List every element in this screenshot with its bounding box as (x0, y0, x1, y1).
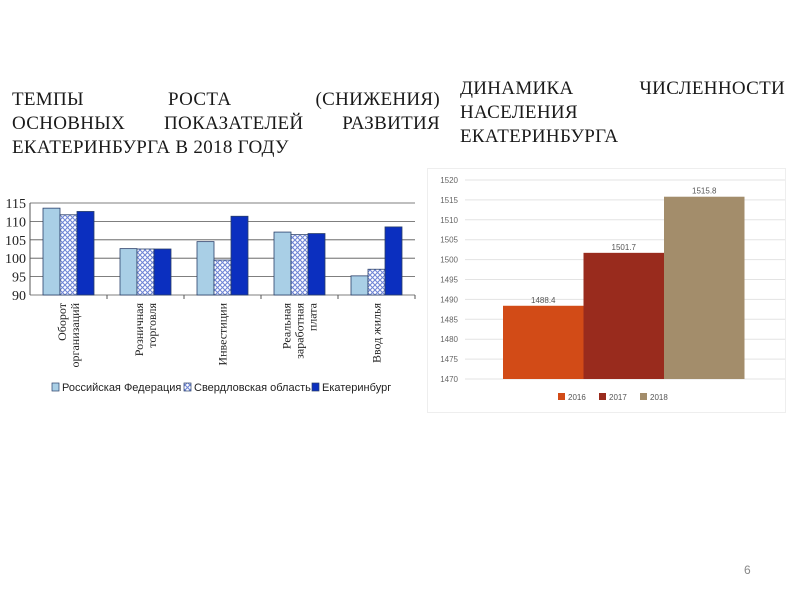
left-chart-title: ТЕМПЫ РОСТА (СНИЖЕНИЯ) ОСНОВНЫХ ПОКАЗАТЕ… (12, 88, 440, 160)
x-category-line: заработная (293, 303, 307, 359)
title-line: ЕКАТЕРИНБУРГА В 2018 ГОДУ (12, 137, 289, 158)
bar-Российская Федерация (42, 207, 61, 296)
title-line: ЕКАТЕРИНБУРГА (460, 126, 619, 147)
legend-swatch (311, 382, 320, 392)
y-tick-label: 1500 (440, 256, 458, 265)
population-chart: 1470 1475 1480 1485 1490 1495 1500 1505 1510 1515… (427, 168, 786, 413)
legend-label: 2018 (650, 393, 668, 402)
y-tick-label: 115 (6, 197, 26, 212)
y-tick-label: 1520 (440, 176, 458, 185)
bar-Екатеринбург (230, 215, 249, 296)
bar-Российская Федерация (119, 248, 138, 296)
x-category-label: Оборот организаций (55, 302, 82, 367)
title-line: ДИНАМИКА ЧИСЛЕННОСТИ (460, 78, 785, 99)
y-tick-label: 1480 (440, 335, 458, 344)
legend-swatch (558, 393, 565, 400)
y-tick-label: 1505 (440, 236, 458, 245)
bar-Екатеринбург (384, 226, 403, 296)
bar-Екатеринбург (153, 248, 172, 296)
bar-2017 (583, 252, 664, 379)
bar-Российская Федерация (350, 275, 369, 296)
y-tick-label: 1475 (440, 355, 458, 364)
y-tick-label: 90 (12, 289, 26, 304)
x-category-label: Инвестиции (216, 302, 230, 365)
bar-Российская Федерация (273, 231, 292, 296)
x-category-line: Ввод жилья (370, 303, 384, 364)
title-line: ОСНОВНЫХ ПОКАЗАТЕЛЕЙ РАЗВИТИЯ (12, 113, 440, 134)
legend-label: Екатеринбург (322, 382, 391, 394)
legend-label: Свердловская область (194, 382, 311, 394)
y-tick-label: 100 (5, 252, 26, 267)
legend-swatch (51, 382, 60, 392)
bar-Свердловская область (136, 248, 155, 296)
bar-Свердловская область (59, 214, 78, 296)
x-category-line: организаций (68, 302, 82, 367)
bar-Российская Федерация (196, 241, 215, 296)
bar-2016 (503, 305, 584, 379)
x-category-line: Реальная (280, 303, 294, 350)
x-category-line: Оборот (55, 302, 69, 341)
y-tick-label: 1485 (440, 315, 458, 324)
bar-Свердловская область (367, 268, 386, 296)
x-category-line: Розничная (132, 303, 146, 357)
bar-Свердловская область (213, 259, 232, 296)
page-number: 6 (744, 563, 751, 577)
y-tick-label: 110 (6, 215, 26, 230)
bar-Екатеринбург (76, 211, 95, 296)
growth-rates-chart: 90 95 100 105 110 115 Оборот организаций Розничн… (5, 197, 416, 394)
y-tick-label: 1490 (440, 295, 458, 304)
data-label: 1515.8 (692, 187, 717, 196)
bar-2018 (664, 196, 745, 379)
data-label: 1488.4 (531, 296, 556, 305)
data-label: 1501.7 (612, 243, 637, 252)
x-category-label: Ввод жилья (370, 303, 384, 364)
y-tick-label: 105 (5, 234, 26, 249)
title-line: ТЕМПЫ РОСТА (СНИЖЕНИЯ) (12, 89, 440, 110)
legend-swatch (599, 393, 606, 400)
y-tick-label: 1495 (440, 276, 458, 285)
x-category-line: плата (306, 302, 320, 331)
x-category-label: Розничная торговля (132, 303, 159, 357)
y-tick-label: 95 (12, 271, 26, 286)
bar-Свердловская область (290, 234, 309, 296)
right-chart-title: ДИНАМИКА ЧИСЛЕННОСТИ НАСЕЛЕНИЯ ЕКАТЕРИНБ… (460, 77, 785, 149)
legend-swatch (640, 393, 647, 400)
y-tick-label: 1515 (440, 196, 458, 205)
legend-label: Российская Федерация (62, 382, 181, 394)
x-category-label: Реальная заработная плата (280, 302, 320, 359)
title-line: НАСЕЛЕНИЯ (460, 102, 578, 123)
legend-label: 2017 (609, 393, 627, 402)
y-tick-label: 1470 (440, 375, 458, 384)
x-category-line: Инвестиции (216, 302, 230, 365)
bar-Екатеринбург (307, 233, 326, 296)
legend-label: 2016 (568, 393, 586, 402)
legend-swatch (183, 382, 192, 392)
x-category-line: торговля (145, 303, 159, 348)
y-tick-label: 1510 (440, 216, 458, 225)
